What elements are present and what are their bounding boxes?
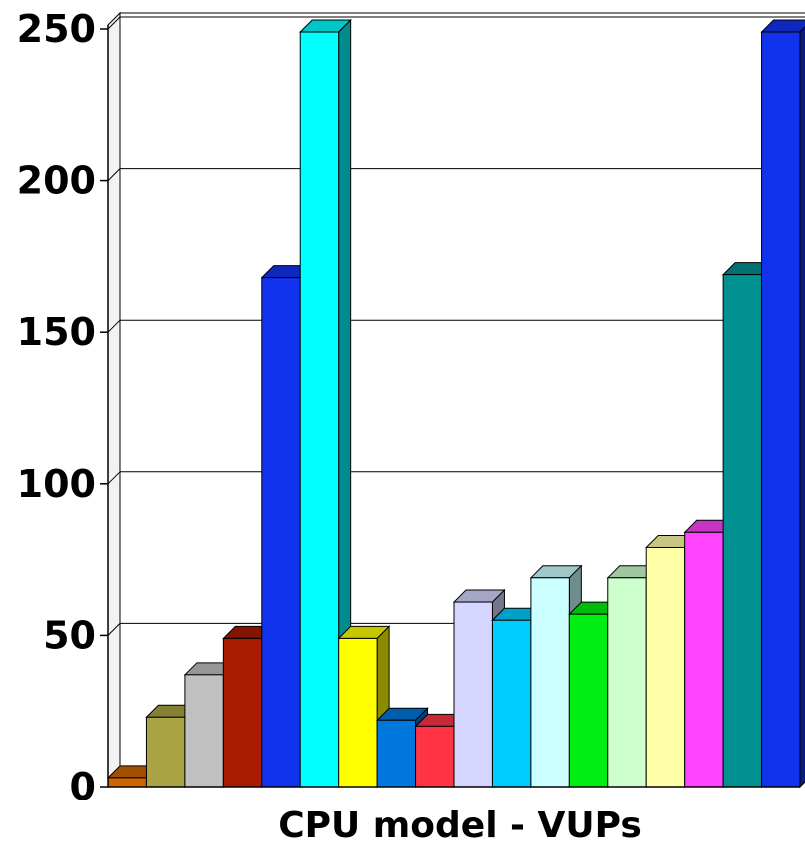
bar xyxy=(262,278,300,787)
bar xyxy=(185,675,223,787)
bar xyxy=(608,578,646,787)
bar xyxy=(146,717,184,787)
bar xyxy=(339,638,377,787)
x-axis-title: CPU model - VUPs xyxy=(160,808,760,844)
y-tick-label: 100 xyxy=(17,462,96,506)
y-tick-label: 50 xyxy=(43,613,96,657)
bar xyxy=(685,532,723,787)
y-tick-labels: 0 50 100 150 200 250 xyxy=(17,7,96,800)
y-tick-label: 250 xyxy=(17,7,96,51)
y-tick-label: 200 xyxy=(17,159,96,203)
bar xyxy=(492,620,530,787)
side-wall xyxy=(108,13,120,787)
bar xyxy=(377,720,415,787)
chart-plot: 0 50 100 150 200 250 xyxy=(0,0,805,800)
bar xyxy=(454,602,492,787)
bar xyxy=(646,547,684,787)
y-tick-label: 150 xyxy=(17,310,96,354)
bar-side xyxy=(800,20,805,787)
bar xyxy=(416,726,454,787)
bar xyxy=(223,638,261,787)
bar xyxy=(300,32,338,787)
bar xyxy=(762,32,800,787)
y-tick-label: 0 xyxy=(70,765,96,800)
bar xyxy=(723,275,761,787)
bar xyxy=(531,578,569,787)
bar xyxy=(569,614,607,787)
bar xyxy=(108,778,146,787)
